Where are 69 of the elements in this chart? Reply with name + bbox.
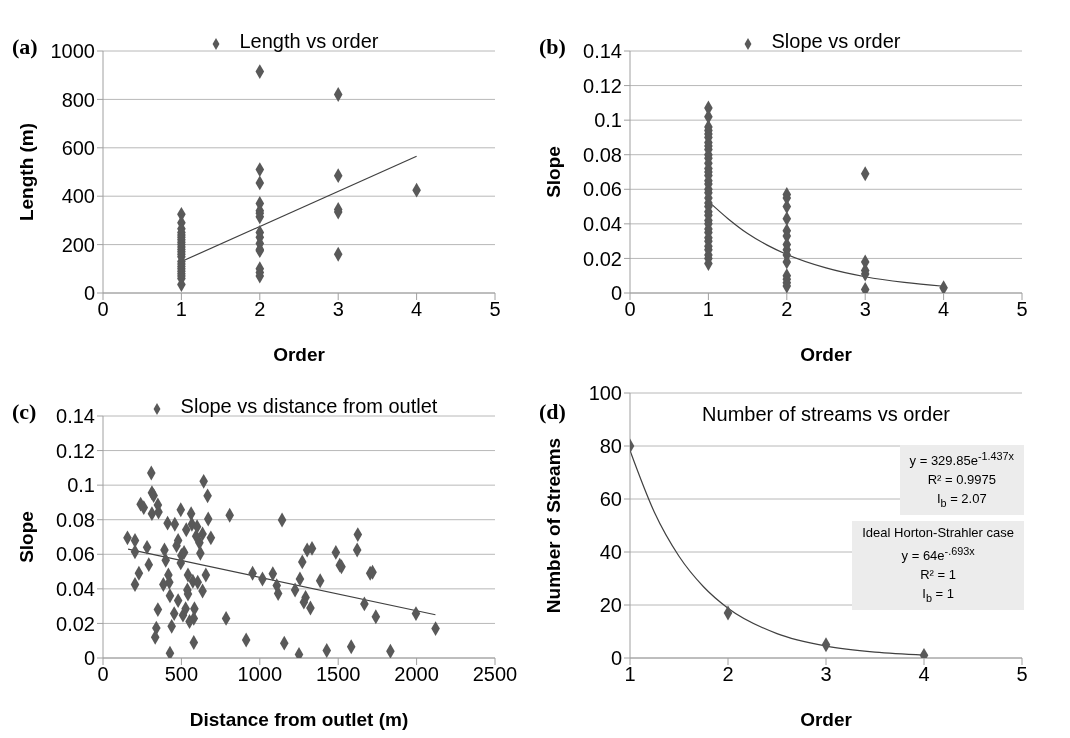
- y-tick-label: 0.06: [583, 178, 622, 201]
- x-tick-label: 5: [489, 298, 501, 321]
- y-tick-label: 0.08: [56, 508, 95, 531]
- x-tick-label: 4: [938, 298, 950, 321]
- x-tick-label: 1: [624, 663, 636, 686]
- y-tick-label: 200: [61, 233, 95, 256]
- x-axis-title: Distance from outlet (m): [189, 709, 409, 730]
- x-tick-label: 0: [97, 663, 109, 686]
- x-axis-title: Order: [800, 344, 853, 365]
- y-tick-label: 0: [610, 647, 622, 670]
- y-tick-label: 0.02: [56, 612, 95, 635]
- y-tick-label: 0: [610, 282, 622, 305]
- y-tick-label: 0.1: [594, 109, 622, 132]
- x-tick-label: 4: [918, 663, 930, 686]
- y-tick-label: 60: [599, 488, 622, 511]
- y-tick-label: 0: [83, 647, 95, 670]
- y-tick-label: 800: [61, 88, 95, 111]
- y-tick-label: 0: [83, 282, 95, 305]
- x-tick-label: 1500: [315, 663, 361, 686]
- x-tick-label: 2: [722, 663, 734, 686]
- y-axis-title: Slope: [542, 146, 564, 198]
- y-tick-label: 20: [599, 594, 622, 617]
- legend-label: Slope vs order: [771, 30, 901, 52]
- x-tick-label: 2: [781, 298, 793, 321]
- x-tick-label: 5: [1016, 298, 1028, 321]
- text: (b): [539, 34, 566, 59]
- y-axis-title: Slope: [15, 511, 37, 563]
- y-tick-label: 0.12: [583, 74, 622, 97]
- y-tick-label: 0.14: [583, 40, 622, 63]
- x-tick-label: 2500: [472, 663, 518, 686]
- x-tick-label: 1: [702, 298, 714, 321]
- y-tick-label: 0.14: [56, 405, 95, 428]
- annotation: y = 329.85e$^{-1.437x}$ R² = 0.9975 I$_{b}$ = 2.07: [909, 450, 1014, 509]
- text: (c): [12, 399, 37, 424]
- y-tick-label: 600: [61, 136, 95, 159]
- y-tick-label: 0.06: [56, 543, 95, 566]
- y-tick-label: 0.02: [583, 247, 622, 270]
- x-tick-label: 0: [97, 298, 109, 321]
- y-tick-label: 400: [61, 185, 95, 208]
- y-tick-label: 0.04: [56, 577, 95, 600]
- legend-label: Slope vs distance from outlet: [180, 395, 438, 417]
- x-axis-title: Order: [800, 709, 853, 730]
- text: (d): [539, 399, 566, 424]
- legend-label: Length vs order: [239, 30, 379, 52]
- y-axis-title: Length (m): [15, 122, 37, 222]
- y-tick-label: 0.1: [67, 474, 95, 497]
- text: (a): [12, 34, 38, 59]
- x-tick-label: 4: [411, 298, 423, 321]
- annotation: Ideal Horton-Strahler case y = 64e$^{-.693x}$ R² = 1 I$_{b}$ = 1: [862, 524, 1014, 604]
- x-axis-title: Order: [273, 344, 326, 365]
- x-tick-label: 5: [1016, 663, 1028, 686]
- x-tick-label: 2: [254, 298, 266, 321]
- y-tick-label: 40: [599, 541, 622, 564]
- y-tick-label: 0.04: [583, 212, 622, 235]
- x-tick-label: 3: [820, 663, 832, 686]
- y-tick-label: 80: [599, 435, 622, 458]
- y-axis-title: Number of Streams: [542, 437, 564, 614]
- y-tick-label: 0.12: [56, 439, 95, 462]
- y-tick-label: 100: [588, 382, 622, 405]
- x-tick-label: 3: [332, 298, 344, 321]
- y-tick-label: 0.08: [583, 143, 622, 166]
- text: Number of streams vs order: [702, 403, 950, 425]
- x-tick-label: 1000: [237, 663, 283, 686]
- x-tick-label: 1: [175, 298, 187, 321]
- y-tick-label: 1000: [50, 40, 95, 63]
- x-tick-label: 500: [164, 663, 199, 686]
- x-tick-label: 2000: [394, 663, 439, 686]
- x-tick-label: 3: [859, 298, 871, 321]
- x-tick-label: 0: [624, 298, 636, 321]
